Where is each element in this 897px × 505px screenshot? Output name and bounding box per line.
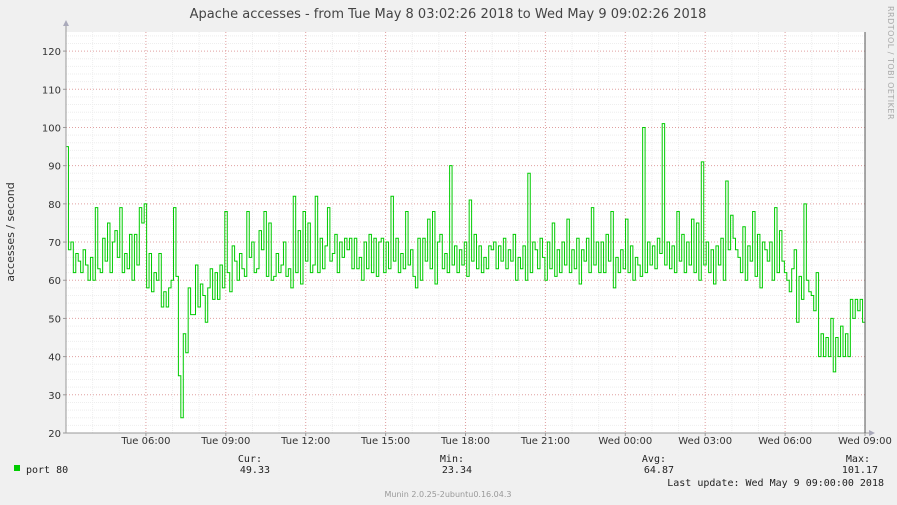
stat-cur-value: 49.33 — [240, 465, 270, 476]
y-tick-label: 90 — [48, 162, 61, 173]
x-tick-label: Tue 09:00 — [200, 436, 250, 447]
x-tick-label: Tue 21:00 — [520, 436, 570, 447]
stat-avg-label: Avg: — [642, 454, 666, 465]
x-tick-label: Tue 12:00 — [280, 436, 330, 447]
stat-cur-label: Cur: — [238, 454, 262, 465]
stat-min-label: Min: — [440, 454, 464, 465]
y-axis-ticks: 20 30 40 50 60 70 80 90 100 110 120 — [42, 47, 61, 440]
last-update: Last update: Wed May 9 09:00:00 2018 — [667, 478, 884, 489]
x-axis-ticks: Tue 06:00 Tue 09:00 Tue 12:00 Tue 15:00 Tue … — [120, 436, 892, 447]
munin-version: Munin 2.0.25-2ubuntu0.16.04.3 — [385, 490, 512, 499]
y-tick-label: 40 — [48, 353, 61, 364]
y-tick-label: 100 — [42, 123, 61, 134]
y-tick-label: 50 — [48, 314, 61, 325]
stat-avg-value: 64.87 — [644, 465, 674, 476]
stat-max-value: 101.17 — [842, 465, 878, 476]
stat-min-value: 23.34 — [442, 465, 472, 476]
y-tick-label: 70 — [48, 238, 61, 249]
x-tick-label: Tue 06:00 — [120, 436, 170, 447]
x-tick-label: Wed 06:00 — [758, 436, 812, 447]
chart-title: Apache accesses - from Tue May 8 03:02:2… — [190, 7, 707, 22]
y-tick-label: 20 — [48, 429, 61, 440]
x-axis-arrow — [869, 430, 875, 436]
axes — [63, 20, 875, 436]
stat-max-label: Max: — [846, 454, 870, 465]
y-tick-label: 60 — [48, 276, 61, 287]
x-tick-label: Wed 03:00 — [678, 436, 732, 447]
legend-swatch-port-80 — [14, 465, 20, 471]
y-tick-label: 80 — [48, 200, 61, 211]
grid — [65, 32, 866, 434]
x-tick-label: Tue 18:00 — [440, 436, 490, 447]
series-line-port-80 — [66, 123, 865, 419]
y-tick-label: 120 — [42, 47, 61, 58]
rrdtool-credit: RRDTOOL / TOBI OETIKER — [886, 6, 895, 120]
y-axis-label: accesses / second — [4, 182, 17, 282]
y-tick-label: 30 — [48, 391, 61, 402]
x-tick-label: Wed 09:00 — [838, 436, 892, 447]
y-axis-arrow — [63, 20, 69, 26]
x-tick-label: Wed 00:00 — [598, 436, 652, 447]
y-tick-label: 110 — [42, 85, 61, 96]
x-tick-label: Tue 15:00 — [360, 436, 410, 447]
legend-series-label: port 80 — [26, 465, 68, 476]
series-layer — [66, 123, 865, 419]
